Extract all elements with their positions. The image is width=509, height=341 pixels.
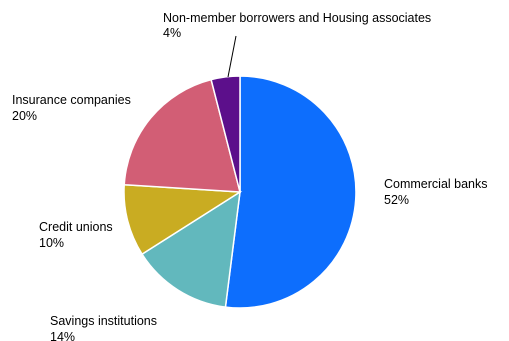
- label-non-member-borrowers-name-line1: Non-member borrowers and Housing associa…: [163, 11, 431, 25]
- label-credit-unions: Credit unions 10%: [39, 220, 116, 250]
- pie-slice-non-member-borrowers-and-housing-associates: [210, 75, 241, 193]
- label-credit-unions-name: Credit unions: [39, 220, 113, 234]
- label-savings-institutions-value: 14%: [50, 330, 75, 341]
- label-non-member-borrowers-value: 4%: [163, 26, 181, 40]
- label-commercial-banks-value: 52%: [384, 193, 409, 207]
- label-insurance-companies-name: Insurance companies: [12, 93, 131, 107]
- label-non-member-borrowers: Non-member borrowers and Housing associa…: [163, 11, 435, 40]
- label-insurance-companies: Insurance companies 20%: [12, 93, 134, 123]
- pie-slices: [123, 75, 357, 309]
- label-insurance-companies-value: 20%: [12, 109, 37, 123]
- pie-slice-insurance-companies: [123, 78, 241, 193]
- pie-slice-commercial-banks: [224, 75, 357, 309]
- label-commercial-banks: Commercial banks 52%: [384, 177, 491, 207]
- leader-line: [227, 35, 237, 78]
- label-credit-unions-value: 10%: [39, 236, 64, 250]
- pie-slice-savings-institutions: [141, 190, 241, 308]
- label-savings-institutions-name: Savings institutions: [50, 314, 157, 328]
- pie-slice-credit-unions: [123, 183, 243, 256]
- label-savings-institutions: Savings institutions 14%: [50, 314, 161, 341]
- label-commercial-banks-name: Commercial banks: [384, 177, 488, 191]
